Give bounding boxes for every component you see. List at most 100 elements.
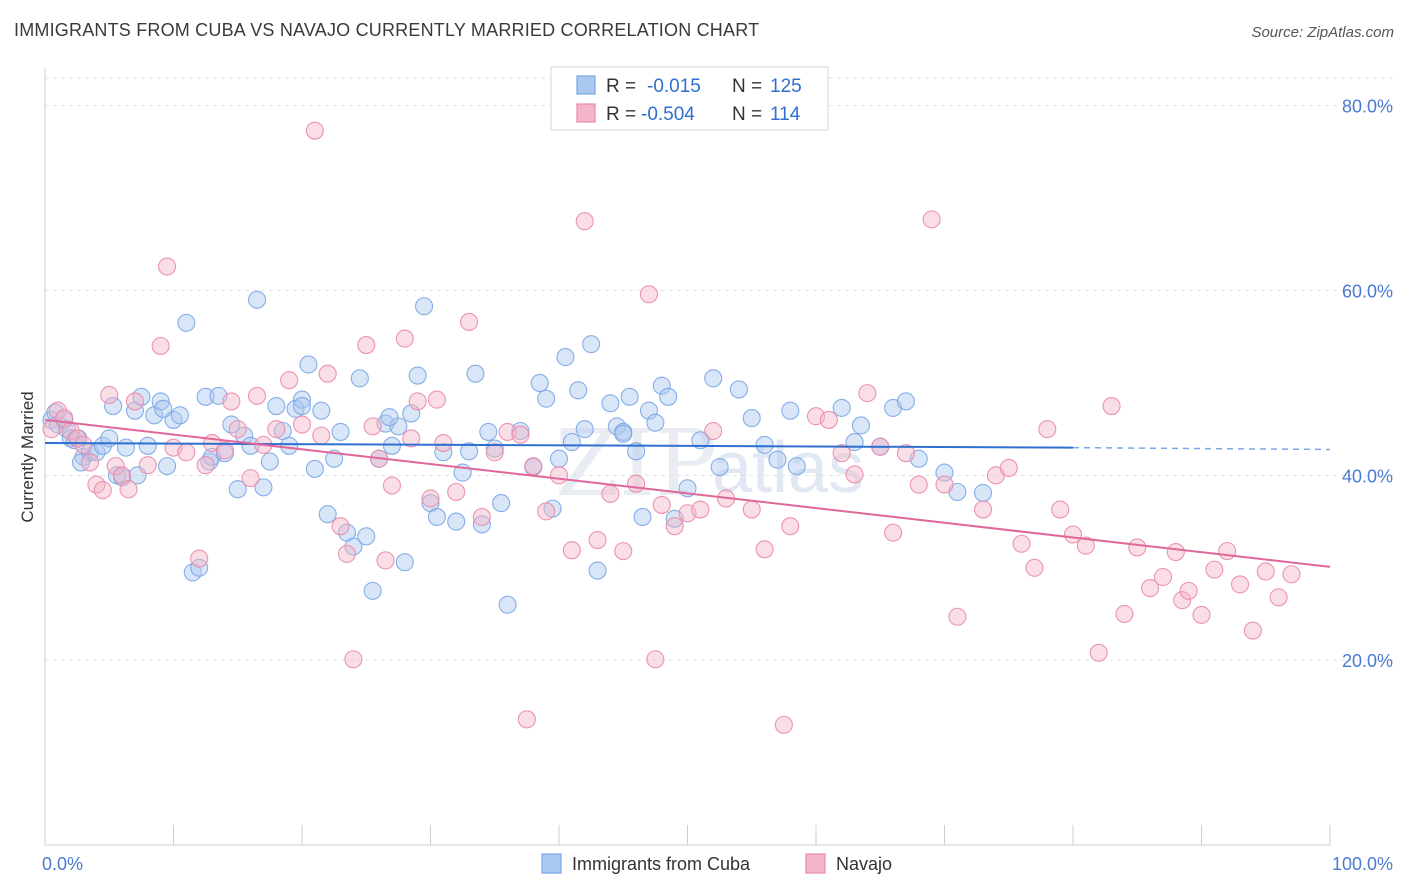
point-navajo-101 — [1141, 579, 1160, 598]
point-navajo-45 — [421, 489, 440, 508]
point-cuba-55 — [363, 581, 382, 600]
point-navajo-44 — [408, 392, 427, 411]
point-navajo-48 — [447, 482, 466, 502]
bottom-legend-label-navajo: Navajo — [836, 854, 892, 874]
trend-line-cuba-dashed — [1072, 446, 1331, 451]
point-cuba-109 — [832, 398, 851, 417]
point-navajo-77 — [819, 410, 838, 429]
x-tick-label-1: 100.0% — [1332, 854, 1393, 874]
point-cuba-87 — [588, 561, 607, 580]
point-cuba-62 — [408, 366, 427, 385]
point-cuba-95 — [646, 413, 665, 432]
bottom-legend-swatch-cuba — [541, 853, 562, 874]
point-navajo-111 — [1256, 562, 1275, 581]
point-navajo-112 — [1269, 588, 1288, 607]
point-cuba-52 — [344, 537, 363, 556]
legend: R = -0.015 N = 125 R = -0.504 N = 114 — [550, 66, 829, 131]
point-navajo-53 — [511, 425, 530, 444]
point-navajo-20 — [196, 456, 215, 475]
point-cuba-124 — [380, 408, 399, 427]
point-navajo-109 — [1231, 575, 1250, 594]
chart-title: IMMIGRANTS FROM CUBA VS NAVAJO CURRENTLY… — [14, 20, 760, 40]
point-navajo-70 — [704, 421, 723, 441]
point-cuba-93 — [633, 507, 652, 526]
point-navajo-61 — [601, 484, 620, 503]
point-cuba-33 — [222, 415, 241, 434]
point-navajo-36 — [344, 650, 363, 669]
trend-lines — [44, 418, 1331, 568]
point-cuba-81 — [549, 449, 569, 468]
point-cuba-83 — [562, 433, 581, 452]
point-cuba-86 — [582, 335, 601, 354]
point-navajo-98 — [1102, 397, 1121, 416]
point-cuba-16 — [116, 438, 136, 457]
point-navajo-85 — [922, 210, 941, 229]
point-cuba-60 — [395, 553, 414, 572]
point-navajo-56 — [537, 502, 556, 521]
watermark-zip: ZIP — [555, 410, 717, 517]
point-cuba-65 — [427, 507, 446, 526]
point-cuba-119 — [614, 424, 633, 443]
point-navajo-57 — [549, 466, 569, 485]
point-cuba-122 — [154, 399, 173, 418]
point-navajo-10 — [106, 457, 125, 476]
point-navajo-33 — [318, 364, 337, 383]
point-cuba-21 — [151, 392, 170, 411]
point-navajo-34 — [331, 517, 350, 536]
point-navajo-72 — [742, 500, 761, 519]
grid-lines — [45, 77, 1395, 661]
point-navajo-60 — [588, 530, 607, 550]
point-navajo-65 — [646, 650, 665, 669]
point-navajo-102 — [1153, 567, 1172, 587]
point-navajo-86 — [935, 475, 954, 494]
point-cuba-108 — [787, 457, 806, 476]
point-cuba-69 — [459, 442, 479, 461]
point-navajo-14 — [138, 456, 157, 475]
point-cuba-67 — [447, 512, 466, 531]
point-cuba-48 — [318, 505, 337, 524]
y-axis-title: Currently Married — [18, 391, 37, 522]
legend-n-label-1: N = — [732, 76, 762, 97]
point-navajo-78 — [832, 444, 851, 463]
point-navajo-110 — [1243, 621, 1262, 640]
trend-line-cuba — [44, 442, 1074, 449]
point-cuba-71 — [472, 515, 491, 534]
point-navajo-6 — [80, 453, 100, 472]
point-cuba-70 — [466, 364, 485, 383]
point-cuba-19 — [138, 436, 157, 455]
trend-line-navajo — [44, 418, 1331, 568]
point-cuba-28 — [196, 387, 215, 406]
point-navajo-49 — [459, 312, 479, 332]
point-cuba-74 — [492, 494, 511, 513]
x-tick-label-0: 0.0% — [42, 854, 83, 874]
point-cuba-102 — [710, 457, 729, 477]
point-cuba-97 — [659, 387, 678, 406]
point-navajo-9 — [100, 385, 119, 405]
point-cuba-66 — [434, 443, 453, 462]
point-navajo-59 — [575, 212, 594, 231]
point-cuba-36 — [241, 436, 260, 455]
point-cuba-103 — [729, 380, 748, 399]
point-cuba-104 — [742, 409, 761, 428]
point-cuba-91 — [620, 387, 639, 406]
point-navajo-12 — [119, 480, 138, 499]
point-navajo-90 — [999, 458, 1018, 478]
point-cuba-50 — [331, 422, 350, 441]
point-cuba-123 — [292, 397, 312, 416]
point-cuba-92 — [627, 442, 646, 461]
point-cuba-100 — [691, 431, 710, 450]
point-navajo-38 — [363, 417, 382, 436]
point-cuba-75 — [498, 595, 517, 614]
legend-swatch-navajo — [576, 103, 596, 123]
point-navajo-96 — [1076, 536, 1095, 555]
point-navajo-5 — [74, 435, 93, 454]
axes — [44, 68, 1331, 846]
point-navajo-31 — [305, 121, 324, 140]
point-cuba-44 — [292, 390, 312, 409]
point-cuba-40 — [267, 397, 286, 416]
point-navajo-51 — [485, 443, 504, 462]
point-navajo-8 — [93, 481, 112, 500]
point-cuba-49 — [325, 449, 344, 468]
bottom-legend-label-cuba: Immigrants from Cuba — [572, 854, 751, 874]
point-cuba-54 — [357, 527, 376, 546]
